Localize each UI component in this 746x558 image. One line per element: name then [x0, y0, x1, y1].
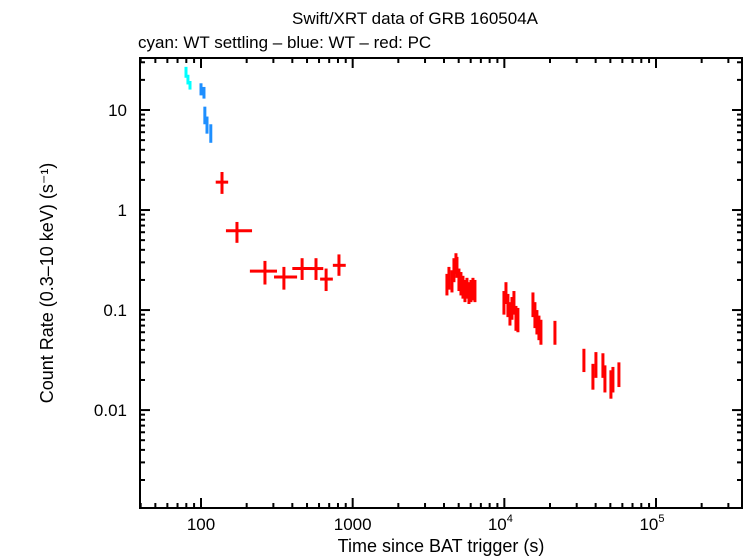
data-point [309, 258, 324, 280]
data-point [188, 80, 192, 90]
data-point [601, 353, 605, 378]
data-point [516, 307, 520, 333]
data-point [512, 291, 516, 315]
data-point [582, 348, 586, 373]
y-tick-label: 0.1 [103, 301, 127, 320]
data-point [205, 116, 209, 134]
data-point [504, 282, 508, 304]
data-point [591, 363, 595, 390]
data-point [539, 319, 543, 345]
data-point [611, 366, 615, 393]
chart-title: Swift/XRT data of GRB 160504A [292, 9, 539, 28]
data-point [473, 279, 477, 303]
data-point [553, 320, 557, 345]
data-point [332, 254, 346, 276]
data-point [209, 124, 213, 143]
x-tick-label: 105 [639, 513, 664, 534]
data-point [594, 352, 598, 378]
data-point [292, 258, 313, 280]
y-axis-label: Count Rate (0.3–10 keV) (s⁻¹) [37, 163, 57, 404]
data-point [455, 256, 459, 278]
plot-frame [139, 57, 743, 509]
data-point [184, 66, 188, 78]
data-point [215, 171, 229, 194]
x-axis-label: Time since BAT trigger (s) [338, 536, 545, 556]
data-point [249, 260, 278, 285]
y-tick-label: 1 [118, 201, 127, 220]
data-points [184, 66, 621, 399]
x-tick-label: 1000 [334, 515, 372, 534]
x-tick-label: 100 [187, 515, 215, 534]
data-point [320, 268, 333, 292]
data-point [274, 266, 298, 290]
data-point [186, 74, 190, 85]
data-point [447, 266, 451, 290]
data-point [199, 83, 203, 96]
data-point [617, 362, 621, 388]
data-point [225, 221, 253, 243]
y-tick-label: 10 [108, 101, 127, 120]
chart-subtitle: cyan: WT settling – blue: WT – red: PC [138, 33, 431, 52]
x-tick-label: 104 [488, 513, 513, 534]
y-tick-label: 0.01 [94, 401, 127, 420]
data-point [202, 86, 206, 99]
axis-ticks: 100 1000 104 105 0.01 0.1 1 10 [94, 58, 742, 534]
data-point [603, 365, 607, 393]
data-point [203, 106, 207, 125]
